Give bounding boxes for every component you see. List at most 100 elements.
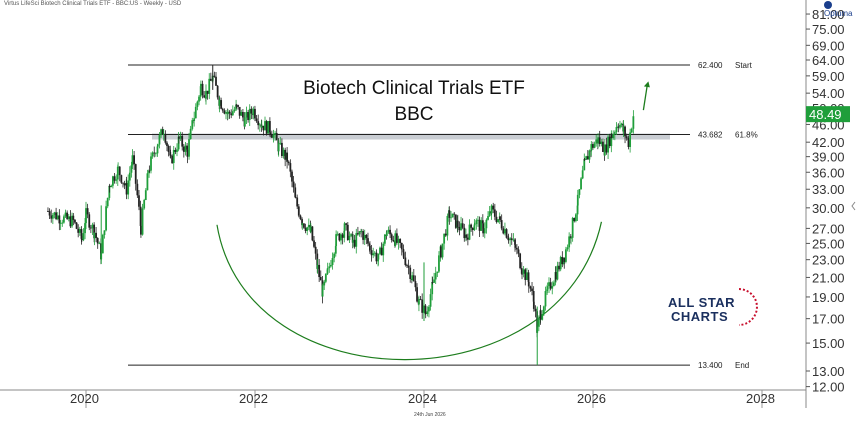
candle-body xyxy=(341,234,344,238)
y-tick-label: 17.00 xyxy=(812,312,845,327)
candle-body xyxy=(436,271,439,274)
candle-body xyxy=(205,90,207,99)
y-tick-label: 25.00 xyxy=(812,236,845,251)
candle-body xyxy=(470,224,473,228)
candle-body xyxy=(103,230,106,235)
candle-body xyxy=(583,159,586,171)
candle-body xyxy=(480,220,483,231)
candle-body xyxy=(399,238,402,243)
candle-body xyxy=(444,233,447,236)
candle-body xyxy=(110,185,113,188)
candle-body xyxy=(106,197,109,207)
candle-body xyxy=(198,96,200,102)
candle-body xyxy=(179,135,182,139)
x-axis: 2020 2022 2024 2026 2028 xyxy=(0,389,806,408)
candle-body xyxy=(243,117,246,127)
candle-body xyxy=(625,136,628,139)
candle-body xyxy=(593,143,596,148)
y-tick-label: 39.00 xyxy=(812,150,845,165)
candle-body xyxy=(296,197,299,207)
candle-body xyxy=(328,266,331,269)
candle-body xyxy=(105,206,107,231)
candle-body xyxy=(75,222,78,229)
candle-body xyxy=(272,134,275,138)
candle-body xyxy=(281,142,283,157)
level-tag-label: End xyxy=(735,361,749,370)
candle-body xyxy=(500,220,503,229)
candle-body xyxy=(426,311,429,315)
candle-body xyxy=(128,172,131,181)
candle-body xyxy=(353,239,356,247)
candle-body xyxy=(80,238,83,241)
candle-body xyxy=(597,137,599,144)
candle-body xyxy=(284,149,287,160)
candle-body xyxy=(82,233,85,241)
candle-body xyxy=(370,250,373,256)
candle-body xyxy=(267,121,270,134)
candle-body xyxy=(112,176,114,186)
candle-body xyxy=(181,135,184,147)
candle-body xyxy=(188,139,190,157)
candle-body xyxy=(499,216,501,221)
candle-body xyxy=(324,273,327,282)
candle-body xyxy=(568,236,571,248)
candle-body xyxy=(167,146,170,153)
candle-body xyxy=(86,208,89,215)
chart-footer-date: 24th Jun 2026 xyxy=(414,412,446,418)
candle-body xyxy=(539,310,542,320)
y-tick-label: 19.00 xyxy=(812,290,845,305)
candle-body xyxy=(619,124,621,128)
candle-body xyxy=(380,247,383,256)
candle-body xyxy=(441,243,444,258)
y-tick-label: 81.00 xyxy=(812,7,845,22)
candle-body xyxy=(96,238,99,244)
candle-body xyxy=(227,111,229,115)
candle-body xyxy=(47,211,49,212)
price-candles xyxy=(47,64,635,366)
candle-body xyxy=(172,149,175,164)
candle-body xyxy=(194,106,197,119)
candle-body xyxy=(407,265,410,268)
candle-body xyxy=(564,249,567,262)
y-tick-label: 13.00 xyxy=(812,364,845,379)
candle-body xyxy=(400,242,403,250)
candle-body xyxy=(438,255,440,272)
candle-body xyxy=(504,229,506,234)
candle-body xyxy=(627,140,630,147)
candle-body xyxy=(615,127,618,133)
level-band-61-8 xyxy=(152,133,670,140)
candle-body xyxy=(387,229,390,233)
candle-body xyxy=(548,282,550,287)
candle-body xyxy=(208,78,211,94)
candle-body xyxy=(338,233,341,241)
candle-body xyxy=(321,285,324,297)
candle-body xyxy=(55,212,57,220)
candle-body xyxy=(515,247,518,250)
candle-body xyxy=(225,112,227,114)
candle-body xyxy=(465,234,468,238)
y-tick-label: 23.00 xyxy=(812,253,845,268)
candle-body xyxy=(118,166,121,176)
candle-body xyxy=(433,279,435,283)
candle-body xyxy=(416,287,418,302)
candle-body xyxy=(127,180,130,195)
candle-body xyxy=(80,229,83,239)
candle-body xyxy=(514,244,517,248)
candle-body xyxy=(238,106,241,116)
candle-body xyxy=(258,124,261,126)
level-tag-label: 61.8% xyxy=(735,131,758,140)
candle-body xyxy=(336,233,339,235)
candle-body xyxy=(395,233,398,243)
candle-body xyxy=(311,226,314,241)
candle-body xyxy=(117,166,120,168)
candle-body xyxy=(162,133,165,135)
candle-body xyxy=(531,288,533,292)
candle-body xyxy=(307,224,310,228)
candle-body xyxy=(91,224,94,229)
candle-body xyxy=(248,108,251,121)
candle-body xyxy=(477,219,479,221)
candle-body xyxy=(473,225,476,231)
candle-body xyxy=(497,219,499,222)
candle-body xyxy=(343,230,346,238)
